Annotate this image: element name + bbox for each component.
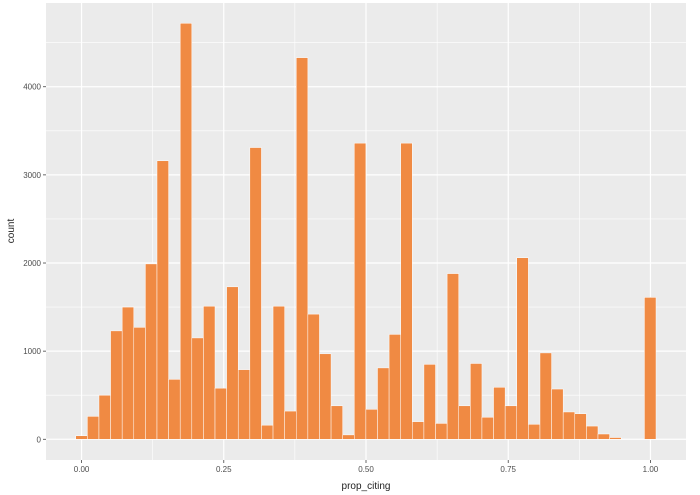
- y-tick-label: 0: [37, 435, 42, 444]
- y-tick-label: 4000: [23, 83, 41, 92]
- x-tick-label: 0.25: [216, 465, 232, 474]
- x-axis-ticks: 0.00 0.25 0.50 0.75 1.00: [74, 460, 659, 474]
- histogram-bar: [203, 305, 216, 440]
- histogram-bar: [133, 327, 146, 440]
- histogram-bar: [237, 369, 251, 440]
- histogram-bar: [249, 147, 262, 440]
- histogram-bar: [539, 352, 552, 440]
- histogram-bar: [597, 433, 610, 440]
- x-axis-title: prop_citing: [342, 481, 391, 492]
- histogram-bar: [551, 388, 564, 440]
- histogram-bar: [400, 142, 413, 440]
- histogram-bar: [110, 330, 123, 440]
- y-axis-ticks: 0 1000 2000 3000 4000: [23, 83, 46, 444]
- histogram-bar: [98, 394, 111, 440]
- histogram-bar: [214, 387, 227, 440]
- histogram-bar: [354, 142, 367, 440]
- x-tick-label: 1.00: [643, 465, 659, 474]
- histogram-bar: [87, 416, 100, 440]
- histogram-bar: [121, 306, 135, 440]
- histogram-bar: [609, 437, 622, 440]
- y-axis-title: count: [6, 219, 17, 244]
- histogram-bar: [528, 424, 541, 440]
- histogram-bar: [562, 411, 576, 440]
- histogram-bar: [307, 313, 320, 440]
- histogram-bar: [435, 423, 448, 440]
- histogram-bars: [75, 23, 657, 440]
- histogram-bar: [586, 425, 599, 440]
- histogram-bar: [145, 263, 158, 440]
- histogram-bar: [75, 435, 88, 440]
- histogram-bar: [156, 160, 169, 440]
- histogram-bar: [644, 297, 657, 440]
- histogram-bar: [493, 387, 506, 440]
- histogram-bar: [446, 273, 459, 440]
- y-tick-label: 1000: [23, 347, 41, 356]
- histogram-bar: [319, 353, 332, 440]
- histogram-bar: [412, 421, 425, 440]
- histogram-bar: [423, 364, 436, 440]
- y-tick-label: 2000: [23, 259, 41, 268]
- histogram-bar: [284, 410, 297, 440]
- histogram-bar: [516, 257, 529, 440]
- histogram-bar: [168, 379, 181, 440]
- histogram-bar: [261, 424, 274, 440]
- histogram-bar: [470, 363, 483, 440]
- x-tick-label: 0.50: [358, 465, 374, 474]
- y-tick-label: 3000: [23, 171, 41, 180]
- histogram-bar: [179, 23, 193, 440]
- histogram-bar: [574, 413, 587, 440]
- histogram-bar: [226, 286, 239, 440]
- histogram-bar: [365, 409, 378, 440]
- histogram-bar: [377, 367, 390, 440]
- histogram-bar: [342, 434, 355, 440]
- histogram-bar: [388, 334, 401, 440]
- histogram-bar: [481, 417, 494, 440]
- histogram-bar: [504, 405, 518, 440]
- histogram-bar: [458, 405, 471, 440]
- x-tick-label: 0.00: [74, 465, 90, 474]
- histogram-bar: [296, 57, 309, 440]
- histogram-bar: [191, 337, 204, 440]
- x-tick-label: 0.75: [500, 465, 516, 474]
- histogram-bar: [330, 405, 343, 440]
- histogram-bar: [272, 305, 285, 440]
